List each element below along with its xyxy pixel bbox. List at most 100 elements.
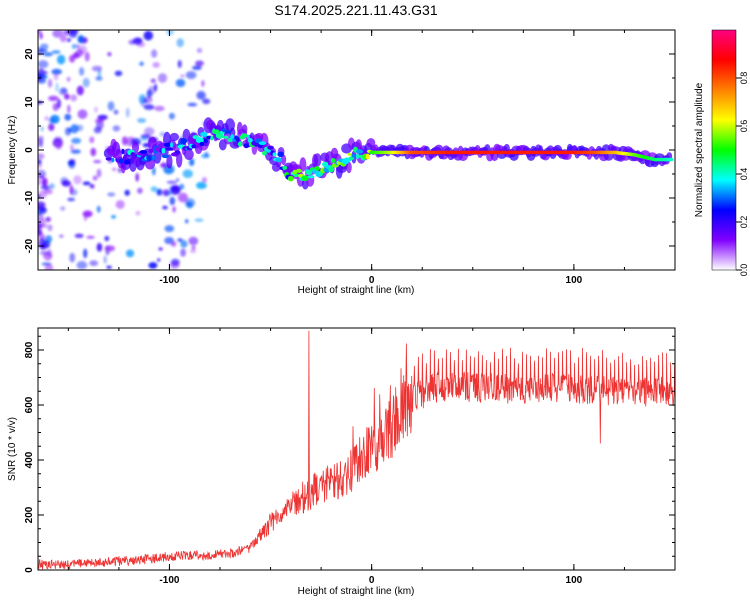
ridge-core [224,130,232,134]
speckle-blob [135,211,141,216]
speckle-blob [158,247,163,251]
speckle-blob [168,112,175,120]
speckle-blob [106,265,112,269]
speckle-blob [107,192,116,197]
ridge-core [223,135,229,139]
speckle-blob [40,125,44,132]
speckle-blob [204,151,209,158]
speckle-blob [177,192,188,203]
speckle-blob [38,30,42,35]
spectrogram-y-axis-label: Frequency (Hz) [7,116,18,185]
speckle-blob [154,105,165,112]
speckle-blob [82,181,91,186]
ridge-core [191,144,196,149]
speckle-blob [61,87,67,94]
speckle-blob [64,93,70,100]
speckle-blob [70,94,78,102]
speckle-blob [55,140,63,150]
speckle-blob [83,248,88,259]
speckle-blob [177,238,183,242]
snr-axes: -100 0 100 0 200 400 600 800 [24,328,676,586]
speckle-blob [172,206,176,213]
colorbar: 0.0 0.2 0.4 0.6 0.8 Normalized spectral ampl… [694,29,749,277]
snr-series-line [38,330,675,570]
x-tick-label: 0 [369,575,375,586]
speckle-blob [67,160,75,166]
speckle-blob [45,235,53,243]
speckle-blob [107,52,112,57]
ridge-core [121,148,125,155]
speckle-blob [135,172,139,182]
speckle-blob [74,233,84,238]
ridge-core [351,153,356,158]
snr-y-axis-label: SNR (10 * v/v) [7,417,18,481]
speckle-blob [52,30,64,38]
speckle-blob [38,160,42,169]
colorbar-tick-label: 0.2 [739,216,749,229]
ridge-core [275,157,282,163]
ridge-core [262,150,267,156]
speckle-blob [176,38,184,48]
ridge-halo [366,138,376,148]
ridge-core [180,138,188,145]
speckle-blob [56,54,66,65]
ridge-core [203,138,208,144]
speckle-blob [77,109,88,119]
speckle-blob [82,210,93,218]
speckle-blob [43,52,53,57]
speckle-blob [38,49,48,53]
speckle-blob [40,185,49,190]
speckle-blob [196,181,207,189]
speckle-blob [176,178,180,182]
figure-title: S174.2025.221.11.43.G31 [274,2,437,18]
ridge-core [123,154,127,161]
ridge-core [163,142,171,147]
speckle-blob [76,85,84,96]
y-tick-label: 600 [24,396,35,413]
ridge-core [210,135,214,141]
speckle-blob [82,37,88,44]
colorbar-tick-label: 0.0 [739,264,749,277]
speckle-blob [150,186,158,193]
speckle-blob [47,224,53,232]
snr-x-axis-label: Height of straight line (km) [298,586,415,597]
speckle-blob [63,30,72,36]
speckle-blob [184,198,196,208]
speckle-blob [150,78,156,84]
speckle-blob [148,262,158,269]
speckle-blob [169,261,180,270]
speckle-blob [143,96,153,104]
ridge [103,117,674,190]
speckle-blob [132,37,143,45]
speckle-blob [75,124,84,132]
y-tick-label: -10 [24,190,35,205]
ridge-halo [299,157,307,172]
speckle-blob [166,30,174,36]
speckle-blob [137,118,147,123]
ridge-core [668,157,674,162]
speckle-blob [73,175,82,185]
speckle-blob [86,235,95,239]
ridge-halo [346,161,352,174]
speckle-blob [180,74,185,78]
speckle-blob [71,44,76,49]
ridge-core [112,153,117,159]
x-tick-label: -100 [159,575,179,586]
speckle-blob [44,116,49,121]
ridge-halo [280,154,287,166]
speckle-blob [115,200,125,209]
ridge-core [355,149,364,154]
speckle-blob [70,149,81,154]
speckle-blob [196,48,203,53]
ridge-core [287,175,294,182]
snr-marks [38,330,675,570]
y-tick-label: 400 [24,451,35,468]
ridge-core [240,133,248,138]
y-tick-label: 10 [24,96,35,108]
speckle-blob [187,102,198,107]
speckle-blob [156,188,163,196]
speckle-blob [51,50,61,54]
